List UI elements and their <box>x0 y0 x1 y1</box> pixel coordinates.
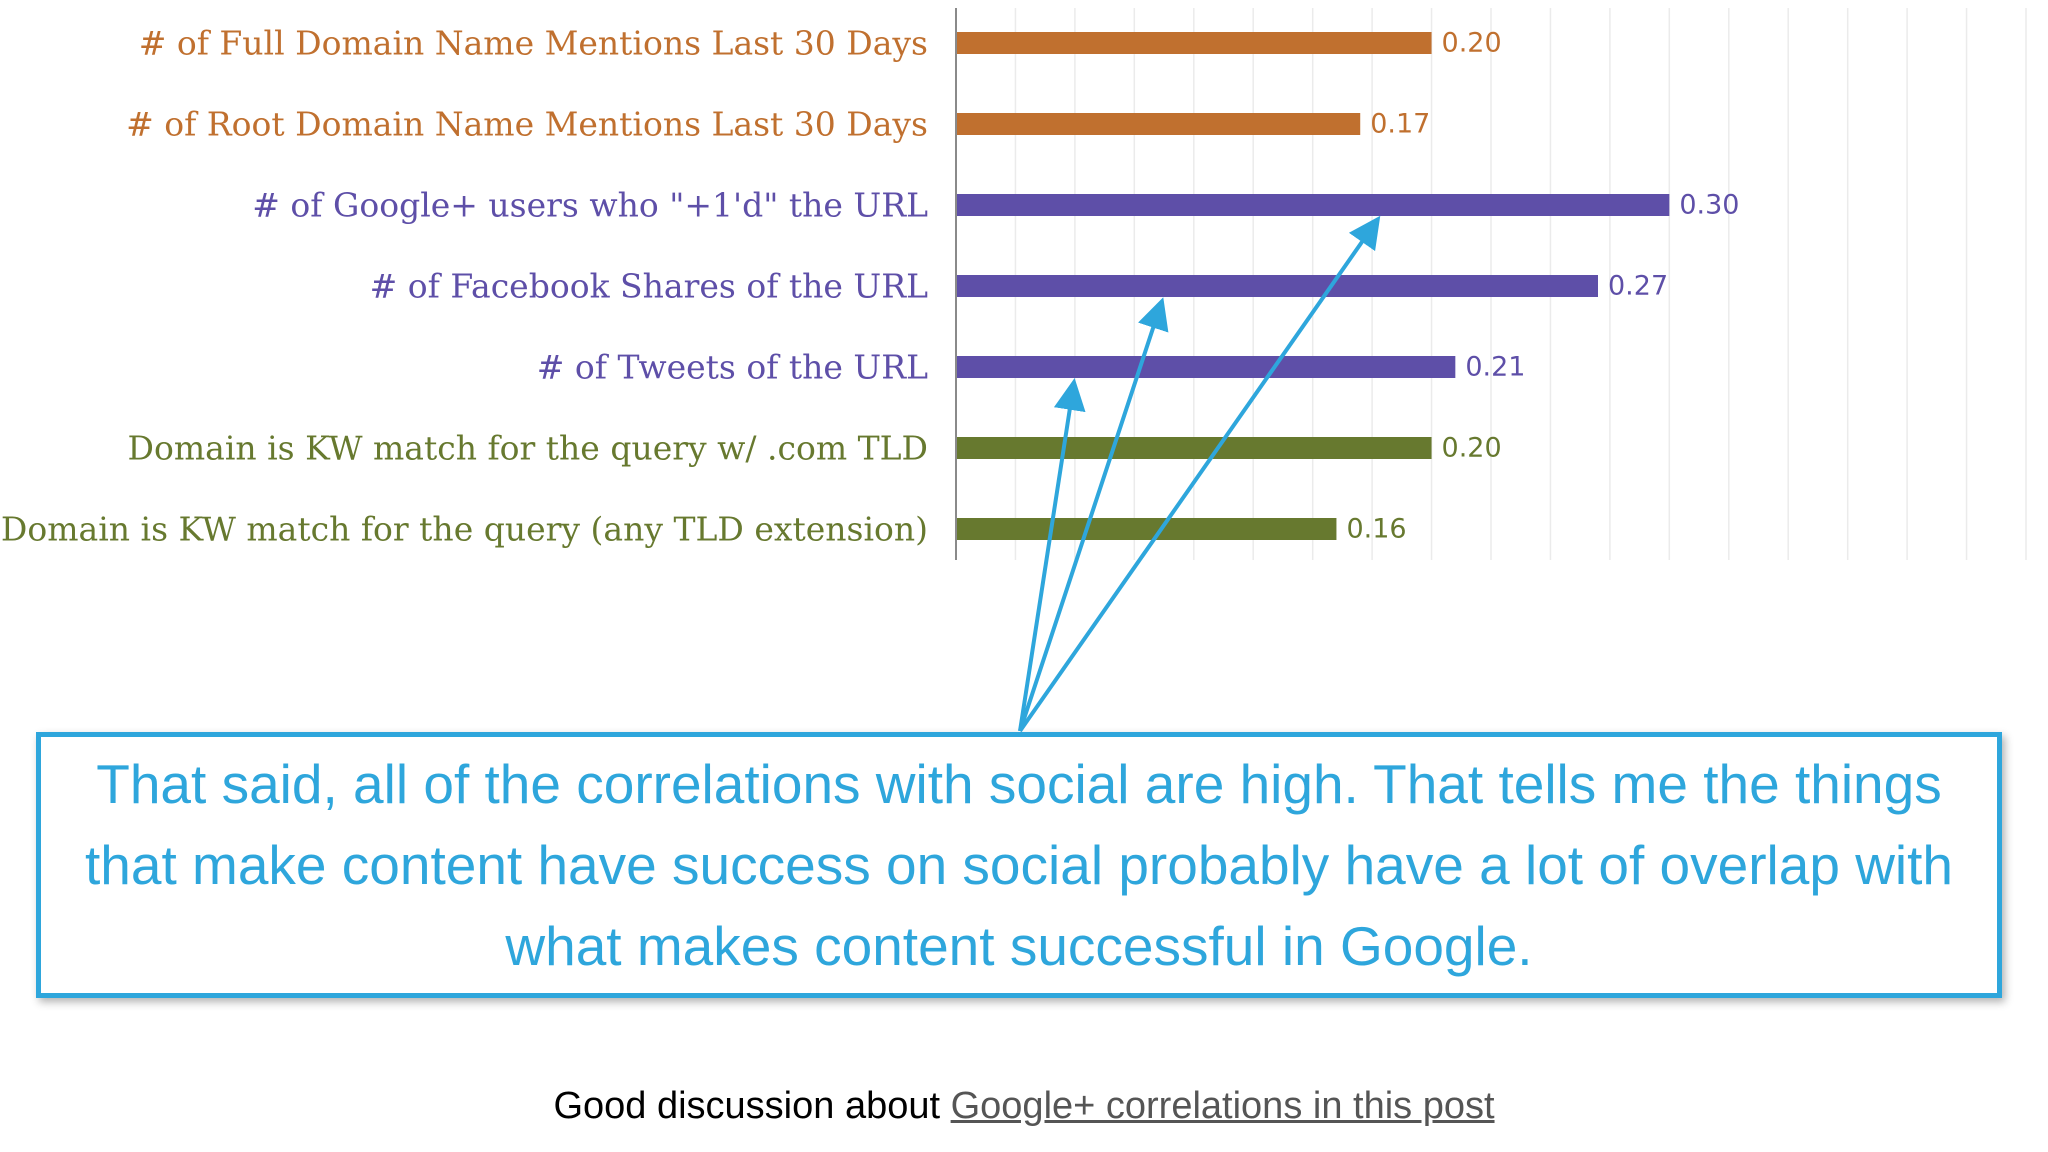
category-labels: # of Full Domain Name Mentions Last 30 D… <box>1 24 928 549</box>
footer-caption: Good discussion about Google+ correlatio… <box>0 1085 2048 1128</box>
bar <box>957 113 1361 135</box>
value-label: 0.20 <box>1442 28 1502 59</box>
category-label: Domain is KW match for the query w/ .com… <box>128 429 928 468</box>
bar <box>957 32 1432 54</box>
value-label: 0.17 <box>1370 109 1430 140</box>
value-label: 0.27 <box>1608 271 1668 302</box>
bar <box>957 194 1670 216</box>
value-label: 0.21 <box>1465 352 1525 383</box>
category-label: # of Tweets of the URL <box>537 348 928 387</box>
bar <box>957 275 1598 297</box>
callout-box: That said, all of the correlations with … <box>36 732 2002 998</box>
bar <box>957 437 1432 459</box>
category-label: Domain is KW match for the query (any TL… <box>1 510 928 549</box>
bar <box>957 518 1337 540</box>
callout-text: That said, all of the correlations with … <box>84 752 1953 977</box>
category-label: # of Full Domain Name Mentions Last 30 D… <box>139 24 928 63</box>
footer-prefix: Good discussion about <box>553 1085 951 1127</box>
category-label: # of Root Domain Name Mentions Last 30 D… <box>126 105 928 144</box>
value-label: 0.20 <box>1442 433 1502 464</box>
gridlines <box>955 8 2027 560</box>
bar <box>957 356 1456 378</box>
category-label: # of Facebook Shares of the URL <box>370 267 928 306</box>
value-label: 0.16 <box>1346 514 1406 545</box>
value-label: 0.30 <box>1679 190 1739 221</box>
footer-link[interactable]: Google+ correlations in this post <box>950 1085 1495 1127</box>
category-label: # of Google+ users who "+1'd" the URL <box>252 186 928 225</box>
